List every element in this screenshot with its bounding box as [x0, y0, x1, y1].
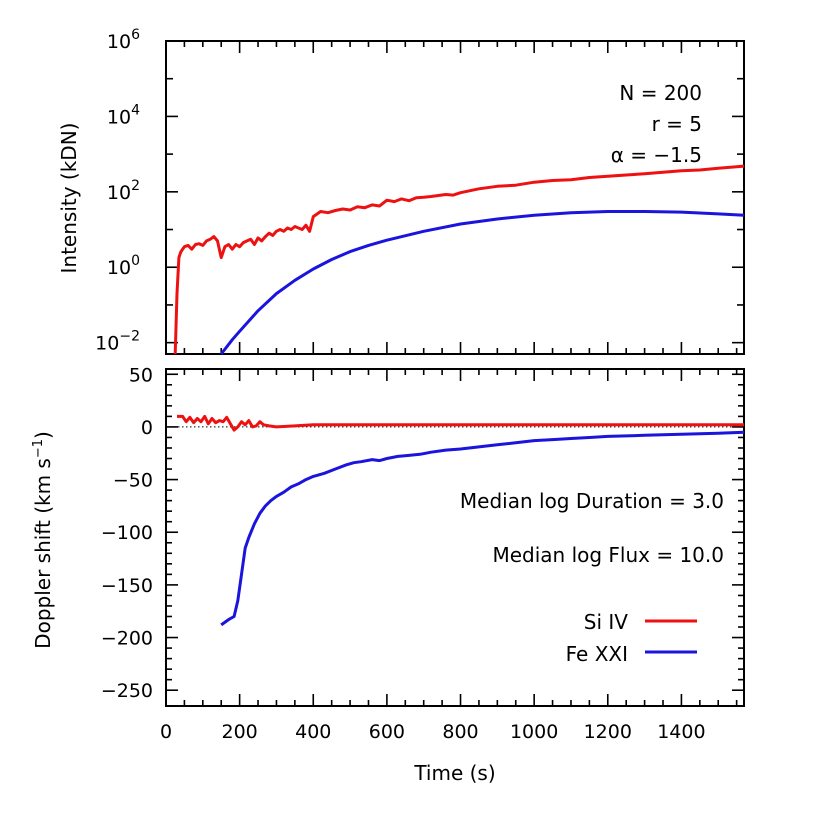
intensity-y-tick-label: 10−2: [95, 329, 140, 355]
intensity-y-tick-base: 10: [107, 31, 131, 53]
intensity-y-tick-base: 10: [95, 333, 119, 355]
intensity-y-tick-exponent: 2: [131, 178, 140, 194]
annotation-n: N = 200: [619, 81, 702, 105]
si-iv-intensity-line: [173, 164, 745, 355]
fe-xxi-doppler-line: [220, 430, 745, 627]
doppler-series: [177, 414, 745, 627]
annotation-alpha: α = −1.5: [611, 143, 702, 167]
intensity-y-tick-exponent: 6: [131, 27, 140, 43]
annotation-median-duration: Median log Duration = 3.0: [460, 489, 724, 513]
doppler-y-axis-title: Doppler shift (km s−1): [31, 431, 55, 649]
doppler-y-tick-label: −50: [113, 470, 153, 492]
time-x-tick-label: 1000: [510, 721, 558, 743]
doppler-plot-frame: [165, 368, 745, 707]
doppler-y-tick-labels: 50 0 −50 −100 −150 −200 −250: [101, 364, 153, 702]
legend: Si IV Fe XXI: [566, 610, 697, 666]
doppler-y-tick-label: −250: [101, 680, 153, 702]
doppler-y-tick-label: 50: [129, 364, 153, 386]
time-x-tick-label: 0: [160, 721, 172, 743]
intensity-y-tick-label: 106: [107, 27, 140, 53]
intensity-y-tick-exponent: −2: [119, 329, 140, 345]
intensity-y-axis-title: Intensity (kDN): [57, 123, 81, 274]
doppler-y-axis-title-main: Doppler shift (km s: [31, 458, 55, 649]
doppler-tick-marks: [165, 369, 744, 706]
time-x-tick-label: 600: [369, 721, 405, 743]
doppler-y-tick-label: −150: [101, 575, 153, 597]
time-x-tick-label: 1400: [657, 721, 705, 743]
time-x-tick-label: 800: [442, 721, 478, 743]
intensity-plot-frame: [165, 40, 745, 355]
annotation-median-flux: Median log Flux = 10.0: [492, 543, 724, 567]
doppler-y-axis-title-close: ): [31, 431, 55, 439]
intensity-y-tick-base: 10: [107, 182, 131, 204]
doppler-y-tick-label: 0: [141, 417, 153, 439]
time-x-tick-label: 200: [221, 721, 257, 743]
legend-label-fe-xxi: Fe XXI: [566, 642, 628, 666]
time-x-tick-label: 1200: [584, 721, 632, 743]
intensity-y-tick-exponent: 4: [131, 102, 140, 118]
doppler-y-tick-label: −100: [101, 522, 153, 544]
legend-label-si-iv: Si IV: [584, 610, 629, 634]
intensity-y-tick-base: 10: [107, 257, 131, 279]
fe-xxi-intensity-line: [220, 210, 745, 355]
doppler-panel: 50 0 −50 −100 −150 −200 −250 0 200 400 600 800 1000…: [31, 364, 745, 785]
intensity-y-tick-label: 104: [107, 102, 140, 128]
intensity-y-tick-label: 102: [107, 178, 140, 204]
intensity-y-tick-base: 10: [107, 106, 131, 128]
doppler-y-axis-title-sup: −1: [31, 439, 46, 458]
time-x-tick-labels: 0 200 400 600 800 1000 1200 1400: [160, 721, 706, 743]
si-iv-doppler-line: [177, 414, 744, 432]
intensity-y-tick-label: 100: [107, 253, 140, 279]
time-x-axis-title: Time (s): [413, 761, 495, 785]
annotation-r: r = 5: [652, 112, 702, 136]
intensity-y-tick-exponent: 0: [131, 253, 140, 269]
doppler-y-tick-label: −200: [101, 628, 153, 650]
time-x-tick-label: 400: [295, 721, 331, 743]
intensity-series: [173, 164, 745, 355]
